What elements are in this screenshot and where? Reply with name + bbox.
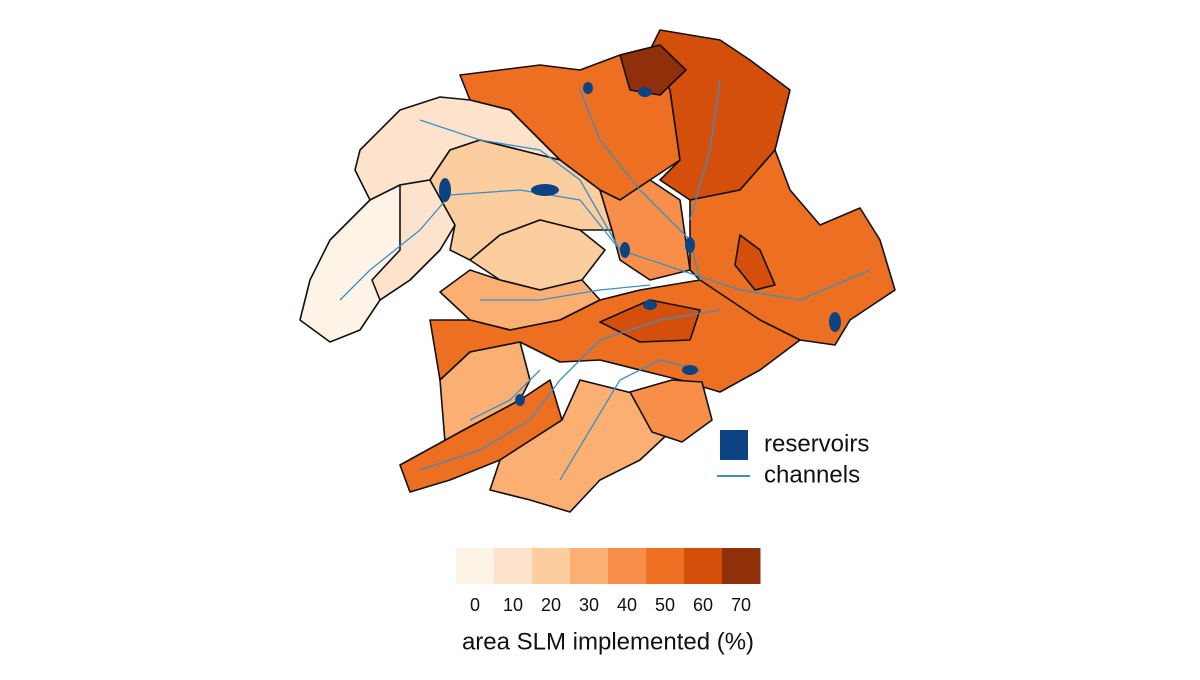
channel xyxy=(469,369,541,421)
legend: reservoirs channels xyxy=(717,430,869,488)
channel xyxy=(480,284,651,301)
reservoir xyxy=(620,242,630,258)
reservoir xyxy=(643,300,657,310)
colorbar-box xyxy=(722,548,761,584)
colorbar-tick-label: 10 xyxy=(503,595,523,615)
colorbar-tick-label: 70 xyxy=(731,595,751,615)
channel xyxy=(689,79,721,221)
colorbar-title: area SLM implemented (%) xyxy=(462,628,754,655)
channel xyxy=(419,309,721,471)
channel xyxy=(579,89,701,281)
reservoir xyxy=(638,87,652,97)
colorbar-box xyxy=(494,548,533,584)
legend-swatch xyxy=(720,430,748,460)
colorbar-tick-label: 50 xyxy=(655,595,675,615)
channel xyxy=(339,189,871,301)
legend-label: channels xyxy=(764,461,860,488)
subbasin xyxy=(629,379,713,443)
colorbar-box xyxy=(532,548,571,584)
channel xyxy=(559,359,701,481)
channels xyxy=(339,79,871,481)
channel xyxy=(419,119,621,251)
colorbar-box xyxy=(608,548,647,584)
reservoir xyxy=(583,82,593,94)
colorbar-box xyxy=(456,548,495,584)
colorbar-box xyxy=(646,548,685,584)
colorbar-box xyxy=(570,548,609,584)
colorbar-tick-label: 20 xyxy=(541,595,561,615)
colorbar-tick-label: 40 xyxy=(617,595,637,615)
reservoir xyxy=(531,184,559,196)
reservoir xyxy=(829,312,841,332)
subbasin xyxy=(734,234,776,291)
colorbar-tick-label: 60 xyxy=(693,595,713,615)
reservoirs xyxy=(439,82,841,406)
reservoir xyxy=(685,237,695,253)
colorbar-tick-label: 30 xyxy=(579,595,599,615)
colorbar-tick-label: 0 xyxy=(470,595,480,615)
legend-label: reservoirs xyxy=(764,430,869,457)
subbasin xyxy=(619,44,687,96)
reservoir xyxy=(682,365,698,375)
colorbar-box xyxy=(684,548,723,584)
reservoir xyxy=(439,178,451,202)
reservoir xyxy=(515,394,525,406)
colorbar: 0 10 20 30 40 50 60 70 area SLM implemented (%) xyxy=(456,548,761,655)
subbasins xyxy=(299,29,896,513)
